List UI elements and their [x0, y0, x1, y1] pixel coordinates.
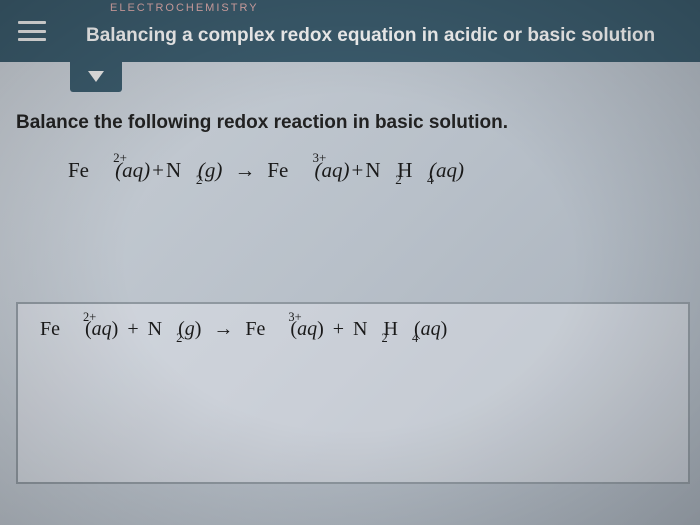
species-base: N	[166, 158, 181, 182]
chevron-down-icon	[88, 71, 104, 83]
dropdown-tab[interactable]	[70, 62, 122, 92]
species-base: H	[384, 318, 398, 340]
species-subscript: 2	[196, 172, 203, 188]
species-base: H	[397, 158, 412, 182]
species-state: (aq)	[429, 158, 464, 183]
menu-icon[interactable]	[18, 21, 46, 41]
species-state: (aq)	[414, 318, 447, 341]
species-subscript: 4	[412, 331, 418, 346]
page-title: Balancing a complex redox equation in ac…	[86, 25, 655, 47]
answer-input-box[interactable]: Fe2+(aq) + N2(g) → Fe3+(aq) + N2H4(aq)	[16, 302, 690, 484]
species-charge: 2+	[83, 310, 96, 325]
species-charge: 3+	[288, 310, 301, 325]
question-content: Balance the following redox reaction in …	[16, 112, 694, 183]
given-equation: Fe2+(aq)+N2(g) → Fe3+(aq)+N2H4(aq)	[68, 158, 694, 183]
species-subscript: 4	[427, 172, 434, 188]
question-prompt: Balance the following redox reaction in …	[16, 112, 694, 134]
operator: +	[333, 318, 344, 341]
species-charge: 2+	[113, 150, 127, 166]
species-base: Fe	[245, 318, 265, 340]
operator: +	[152, 158, 164, 183]
species-base: Fe	[267, 158, 288, 182]
operator: +	[351, 158, 363, 183]
species-charge: 3+	[312, 150, 326, 166]
reaction-arrow: →	[213, 318, 233, 341]
answer-equation: Fe2+(aq) + N2(g) → Fe3+(aq) + N2H4(aq)	[40, 318, 670, 341]
species-base: N	[148, 318, 162, 340]
app-header: ELECTROCHEMISTRY Balancing a complex red…	[0, 0, 700, 62]
species-subscript: 2	[176, 331, 182, 346]
species-base: N	[365, 158, 380, 182]
topic-label: ELECTROCHEMISTRY	[110, 2, 259, 14]
operator: +	[127, 318, 138, 341]
species-base: Fe	[68, 158, 89, 182]
reaction-arrow: →	[234, 158, 255, 183]
species-base: Fe	[40, 318, 60, 340]
species-base: N	[353, 318, 367, 340]
